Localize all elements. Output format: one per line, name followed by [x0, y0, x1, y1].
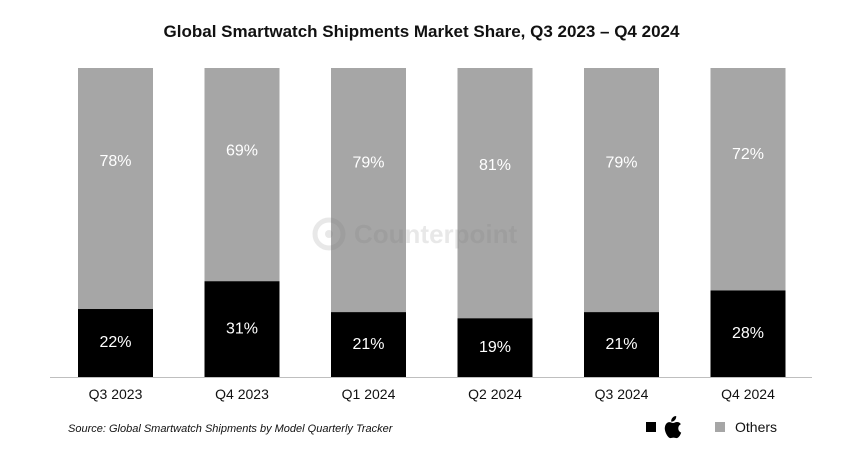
- data-label-others: 69%: [226, 142, 258, 159]
- x-tick-label: Q1 2024: [342, 386, 396, 402]
- bar-others: [78, 68, 153, 310]
- bar-apple: [457, 318, 533, 377]
- x-tick-label: Q2 2024: [468, 386, 522, 402]
- data-label-apple: 21%: [352, 336, 384, 353]
- x-tick-label: Q3 2024: [595, 386, 649, 402]
- data-label-apple: 31%: [226, 320, 258, 337]
- data-label-others: 81%: [479, 157, 511, 174]
- x-tick-label: Q3 2023: [89, 386, 143, 402]
- bar-apple: [331, 312, 406, 377]
- legend-label-others: Others: [735, 419, 778, 435]
- data-label-others: 79%: [352, 154, 384, 171]
- bar-others: [584, 68, 659, 313]
- x-tick-label: Q4 2023: [215, 386, 269, 402]
- data-label-apple: 21%: [605, 336, 637, 353]
- chart-title: Global Smartwatch Shipments Market Share…: [163, 22, 680, 41]
- legend: Others: [646, 415, 777, 439]
- data-label-others: 72%: [732, 146, 764, 163]
- x-tick-label: Q4 2024: [721, 386, 775, 402]
- legend-item-apple: [646, 415, 715, 439]
- legend-item-others: Others: [715, 419, 777, 435]
- bar-others: [204, 68, 280, 282]
- bar-apple: [584, 312, 659, 377]
- legend-swatch-others: [715, 422, 725, 432]
- bar-apple: [204, 281, 280, 377]
- bar-apple: [78, 309, 153, 377]
- data-label-apple: 19%: [479, 339, 511, 356]
- bar-others: [457, 68, 533, 319]
- bar-others: [710, 68, 786, 291]
- bar-apple: [710, 290, 786, 377]
- apple-logo-icon: [664, 416, 682, 439]
- bar-others: [331, 68, 406, 313]
- legend-swatch-apple: [646, 422, 656, 432]
- data-label-others: 79%: [605, 154, 637, 171]
- data-label-apple: 22%: [99, 334, 131, 351]
- data-label-apple: 28%: [732, 325, 764, 342]
- source-note: Source: Global Smartwatch Shipments by M…: [68, 423, 393, 435]
- data-label-others: 78%: [99, 153, 131, 170]
